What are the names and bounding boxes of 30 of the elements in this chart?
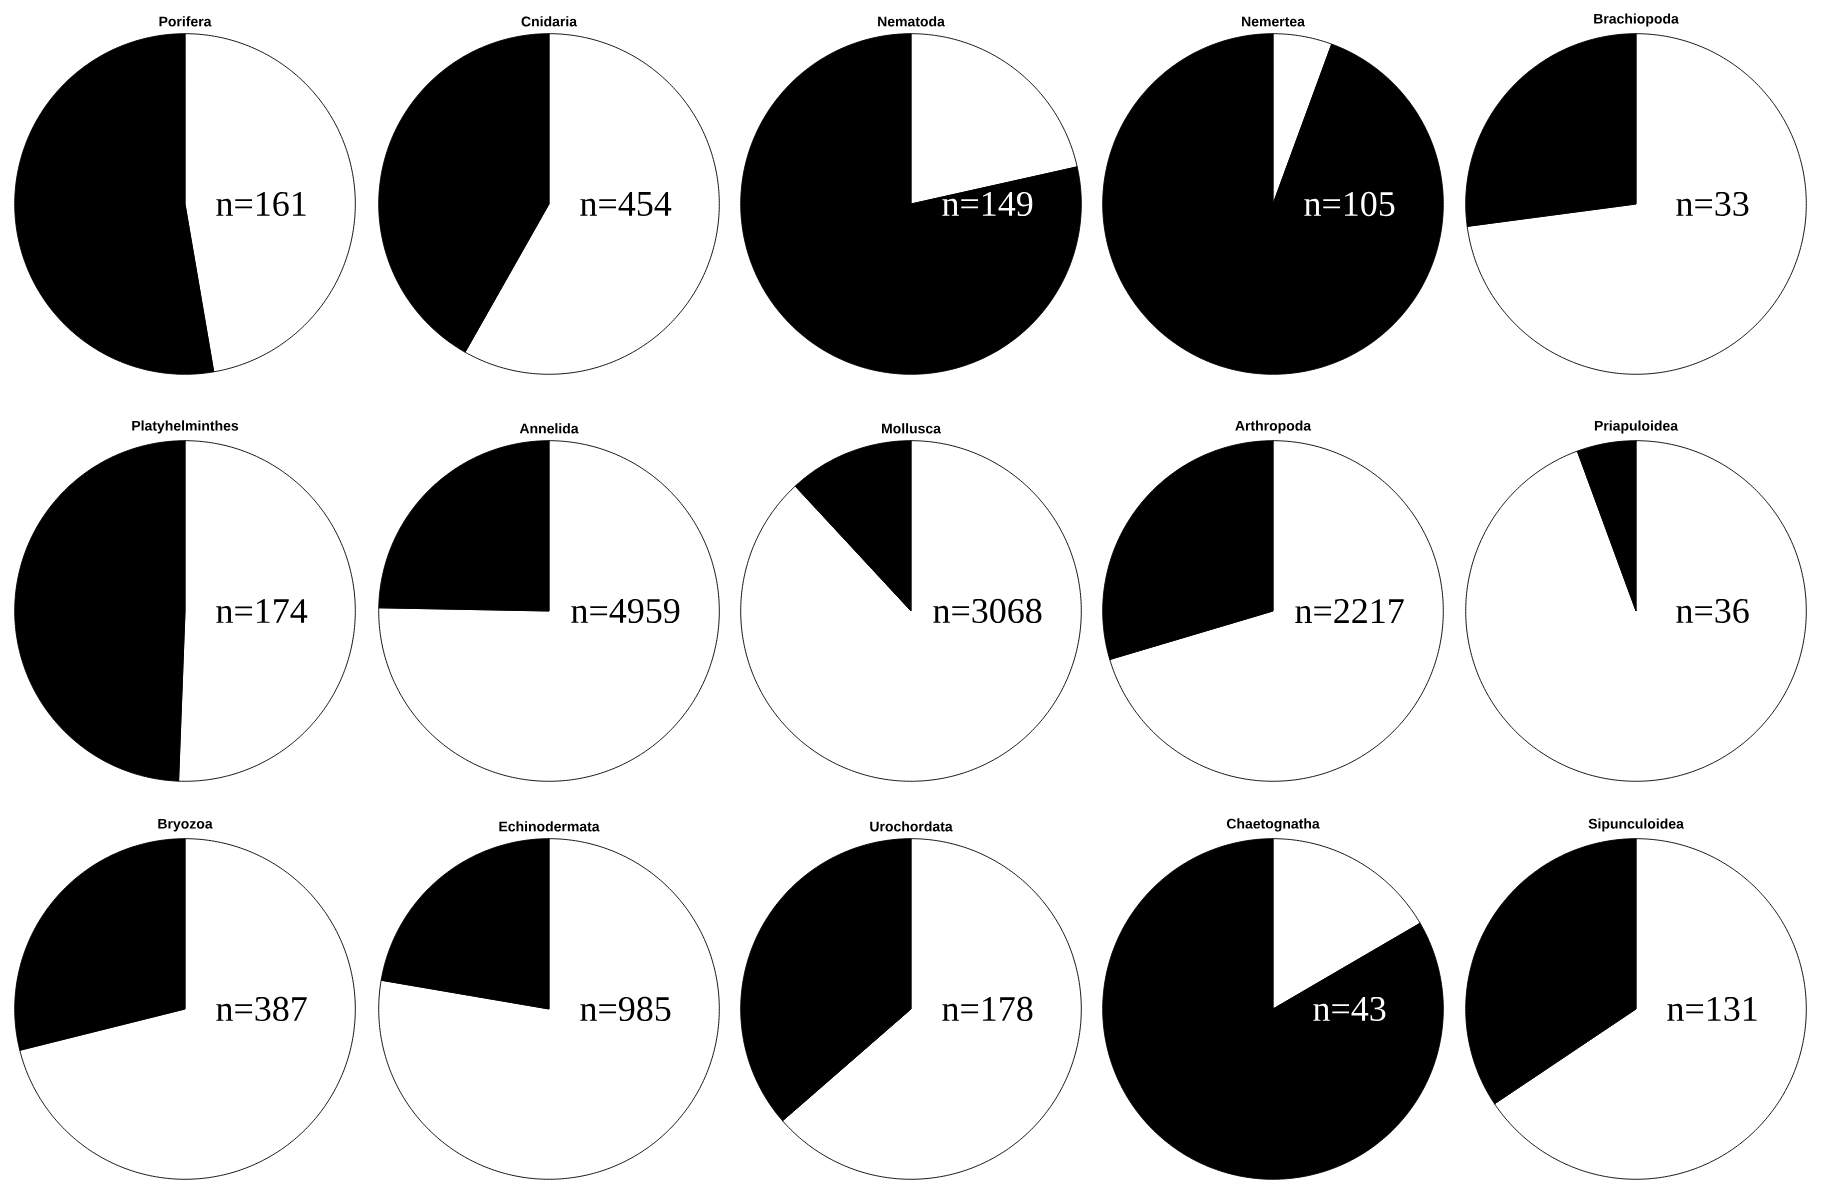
text: n=2217: [1295, 599, 1404, 623]
text: n=33: [1676, 191, 1749, 217]
chart-title: Echinodermata: [499, 821, 600, 832]
text: n=131: [1667, 996, 1757, 1022]
text: n=985: [580, 996, 671, 1022]
text: n=3068: [933, 598, 1042, 624]
text: n=178: [942, 996, 1033, 1022]
chart-title: Bryozoa: [158, 818, 213, 832]
text: n=161: [216, 191, 306, 217]
chart-title: Porifera: [159, 16, 212, 27]
text: n=43: [1313, 996, 1386, 1022]
text: n=105: [1304, 191, 1395, 217]
text: n=149: [942, 191, 1033, 217]
text: n=387: [216, 996, 307, 1022]
chart-title: Annelida: [519, 423, 579, 434]
text: n=36: [1676, 598, 1749, 624]
chart-title: Arthropoda: [1235, 420, 1312, 434]
text: n=4959: [571, 598, 680, 624]
text: n=174: [216, 599, 308, 623]
chart-title: Chaetognatha: [1226, 818, 1320, 832]
chart-title: Urochordata: [870, 821, 953, 832]
text: n=454: [580, 191, 672, 216]
chart-title: Priapuloidea: [1594, 420, 1679, 434]
chart-title: Nemertea: [1242, 16, 1305, 27]
chart-title: Platyhelminthes: [132, 420, 239, 434]
chart-title: Cnidaria: [521, 16, 578, 27]
chart-title: Nematoda: [878, 16, 945, 27]
chart-title: Brachiopoda: [1594, 13, 1679, 27]
chart-title: Mollusca: [882, 423, 942, 434]
chart-title: Sipunculoidea: [1588, 818, 1684, 832]
